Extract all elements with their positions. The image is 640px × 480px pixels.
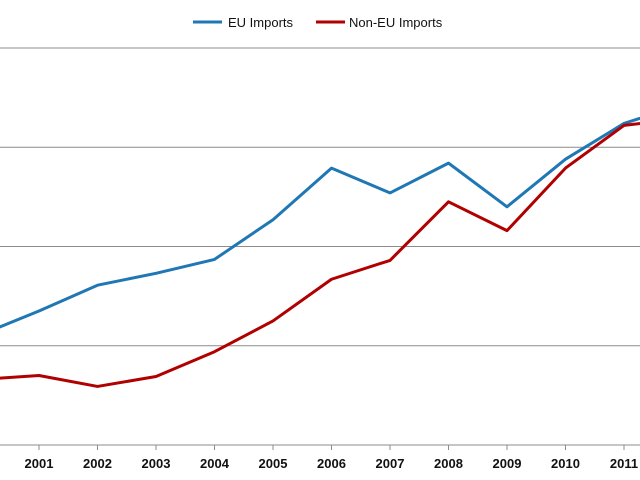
x-tick-label: 2003 bbox=[142, 456, 171, 471]
x-tick-label: 2006 bbox=[317, 456, 346, 471]
x-tick-label: 2004 bbox=[200, 456, 230, 471]
gridlines bbox=[0, 47, 640, 347]
series-line-eu-imports bbox=[0, 116, 640, 329]
x-tick-label: 2009 bbox=[493, 456, 522, 471]
x-tick-label: 2008 bbox=[434, 456, 463, 471]
x-tick-label: 2001 bbox=[25, 456, 54, 471]
legend: EU Imports Non-EU Imports bbox=[193, 15, 443, 30]
x-axis: 2001 2002 2003 2004 2005 2006 2007 2008 2009 2010… bbox=[0, 444, 640, 471]
x-tick-label: 2010 bbox=[551, 456, 580, 471]
series-lines bbox=[0, 116, 640, 388]
legend-label-eu: EU Imports bbox=[228, 15, 294, 30]
x-tick-label: 2011 bbox=[610, 456, 638, 471]
x-tick-label: 2002 bbox=[83, 456, 112, 471]
x-tick-label: 2005 bbox=[259, 456, 288, 471]
legend-label-non-eu: Non-EU Imports bbox=[349, 15, 443, 30]
x-tick-label: 2007 bbox=[376, 456, 405, 471]
series-line-non-eu-imports bbox=[0, 122, 640, 388]
